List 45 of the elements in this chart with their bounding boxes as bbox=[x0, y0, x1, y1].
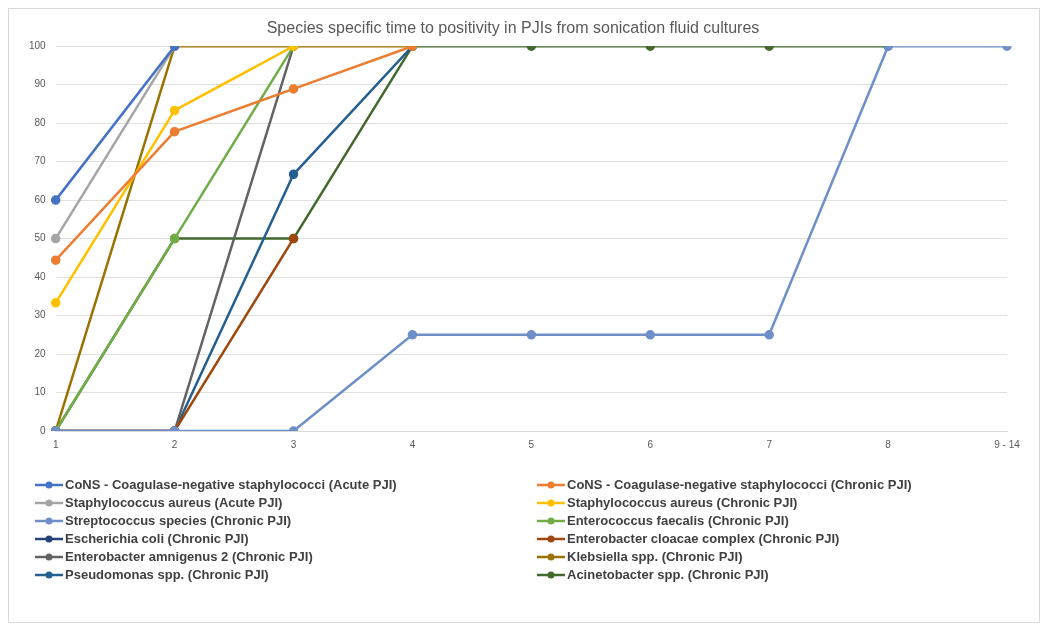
legend-label: Staphylococcus aureus (Acute PJI) bbox=[65, 495, 283, 510]
point bbox=[407, 330, 418, 340]
y-tick-label: 80 bbox=[34, 116, 47, 128]
legend-label: Enterobacter amnigenus 2 (Chronic PJI) bbox=[65, 549, 313, 564]
point bbox=[50, 233, 61, 244]
legend-label: Enterococcus faecalis (Chronic PJI) bbox=[567, 513, 789, 528]
x-tick-label: 3 bbox=[290, 438, 297, 450]
x-tick-label: 7 bbox=[766, 438, 773, 450]
y-tick-label: 60 bbox=[34, 193, 47, 205]
x-tick-label: 2 bbox=[171, 438, 178, 450]
point bbox=[50, 298, 61, 308]
point bbox=[169, 105, 180, 116]
x-tick-label: 6 bbox=[647, 438, 654, 450]
y-tick-label: 40 bbox=[34, 270, 47, 282]
y-tick-label: 10 bbox=[34, 386, 47, 398]
legend-label: Pseudomonas spp. (Chronic PJI) bbox=[65, 567, 269, 582]
point bbox=[645, 330, 656, 340]
point bbox=[288, 84, 299, 94]
chart-title: Species specific time to positivity in PJIs from sonication fluid cultures bbox=[266, 19, 760, 37]
legend-label: CoNS - Coagulase-negative staphylococci (Chronic PJI) bbox=[567, 477, 912, 492]
legend-label: Streptococcus species (Chronic PJI) bbox=[65, 513, 292, 528]
legend-label: Enterobacter cloacae complex (Chronic PJI) bbox=[567, 531, 840, 546]
y-tick-label: 20 bbox=[34, 347, 47, 359]
point bbox=[526, 330, 537, 340]
legend-label: Acinetobacter spp. (Chronic PJI) bbox=[567, 567, 769, 582]
y-tick-label: 90 bbox=[34, 78, 47, 90]
y-tick-label: 30 bbox=[34, 309, 47, 321]
x-tick-label: 9 - 14 bbox=[994, 438, 1021, 450]
legend-label: Klebsiella spp. (Chronic PJI) bbox=[567, 549, 743, 564]
point bbox=[50, 195, 61, 205]
legend-label: CoNS - Coagulase-negative staphylococci (Acute PJI) bbox=[65, 477, 397, 492]
y-tick-label: 70 bbox=[34, 155, 47, 167]
legend-label: Escherichia coli (Chronic PJI) bbox=[65, 531, 249, 546]
x-tick-label: 5 bbox=[528, 438, 535, 450]
point bbox=[169, 126, 180, 137]
point bbox=[50, 255, 61, 265]
x-tick-label: 4 bbox=[409, 438, 416, 450]
legend-label: Staphylococcus aureus (Chronic PJI) bbox=[567, 495, 798, 510]
x-tick-label: 1 bbox=[52, 438, 59, 450]
y-tick-label: 0 bbox=[40, 424, 47, 436]
y-tick-label: 50 bbox=[34, 232, 47, 244]
x-tick-label: 8 bbox=[885, 438, 892, 450]
y-tick-label: 100 bbox=[29, 39, 47, 51]
point bbox=[764, 330, 774, 340]
point bbox=[288, 169, 299, 180]
